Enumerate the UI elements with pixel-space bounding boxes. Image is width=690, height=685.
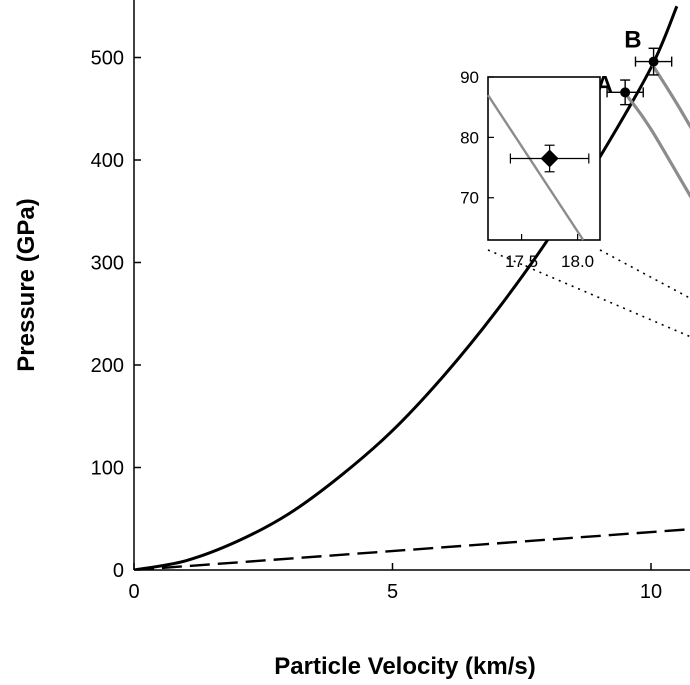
inset-connector-left bbox=[487, 249, 690, 338]
y-tick-label: 300 bbox=[91, 253, 124, 275]
y-tick-label: 400 bbox=[91, 150, 124, 172]
inset-x-tick-label: 17.5 bbox=[505, 252, 538, 271]
inset-y-tick-label: 80 bbox=[460, 128, 479, 147]
data-point bbox=[620, 87, 631, 98]
plot-area: 051015200100200300400500ABρ0Us70809017.5… bbox=[91, 0, 690, 603]
inset-gray-line bbox=[486, 94, 585, 241]
x-tick-label: 5 bbox=[387, 581, 398, 603]
inset-y-tick-label: 70 bbox=[460, 189, 479, 208]
inset-data-point bbox=[540, 149, 559, 168]
inset-connector-right bbox=[599, 249, 690, 300]
inset-x-tick-label: 18.0 bbox=[561, 252, 594, 271]
series-line-1 bbox=[134, 5, 679, 570]
y-tick-label: 500 bbox=[91, 48, 124, 70]
inset-y-tick-label: 90 bbox=[460, 68, 479, 87]
y-tick-label: 100 bbox=[91, 458, 124, 480]
y-axis-title: Pressure (GPa) bbox=[13, 198, 40, 371]
x-axis-title: Particle Velocity (km/s) bbox=[274, 653, 535, 680]
point-label-B: B bbox=[624, 27, 641, 54]
series-line-2 bbox=[623, 92, 690, 199]
series-line-4 bbox=[134, 528, 690, 570]
x-tick-label: 0 bbox=[128, 581, 139, 603]
x-tick-label: 10 bbox=[640, 581, 662, 603]
y-tick-label: 0 bbox=[113, 560, 124, 582]
data-point bbox=[648, 56, 659, 67]
inset-chart: 70 80 90 17.5 18.0 bbox=[460, 68, 601, 271]
series-group bbox=[134, 5, 690, 570]
y-tick-label: 200 bbox=[91, 355, 124, 377]
